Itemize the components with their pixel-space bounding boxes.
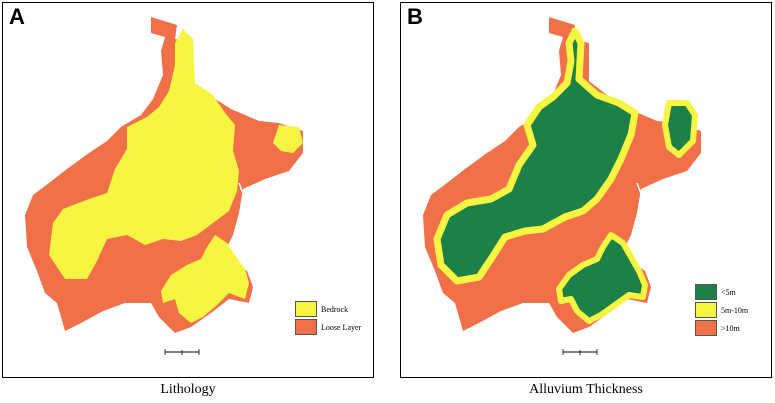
map-panel-lithology: A Bedrock Loose Layer: [2, 2, 374, 378]
caption-lithology: Lithology: [160, 382, 216, 397]
legend-label: >10m: [721, 323, 740, 333]
panel-label: A: [9, 4, 25, 29]
legend-label: Loose Layer: [321, 322, 362, 332]
legend-swatch: [695, 320, 717, 336]
alluvium-thickness-map: [423, 17, 701, 355]
legend-swatch: [295, 319, 317, 335]
panel-label: B: [407, 4, 423, 29]
scale-bar: [164, 349, 200, 355]
river: [636, 182, 650, 216]
thin-region: [662, 100, 698, 158]
thin-region: [556, 232, 648, 324]
map-panel-alluvium-thickness: B <5m 5m-10m >10m: [400, 2, 772, 378]
legend-item: Bedrock: [295, 301, 348, 317]
thin-region: [433, 27, 639, 285]
legend-swatch: [295, 301, 317, 317]
legend-item: 5m-10m: [695, 302, 748, 318]
legend-swatch: [695, 284, 717, 300]
legend-item: <5m: [695, 284, 736, 300]
legend-label: Bedrock: [321, 304, 349, 314]
legend-item: Loose Layer: [295, 319, 361, 335]
lithology-map: [25, 17, 303, 355]
bedrock-region: [273, 125, 303, 153]
legend-label: 5m-10m: [721, 305, 749, 315]
legend-swatch: [695, 302, 717, 318]
scale-bar: [562, 349, 598, 355]
legend-label: <5m: [721, 287, 736, 297]
caption-alluvium-thickness: Alluvium Thickness: [529, 382, 643, 397]
bedrock-region: [161, 235, 249, 323]
river: [238, 182, 252, 216]
legend-item: >10m: [695, 320, 740, 336]
bedrock-region: [49, 29, 239, 279]
